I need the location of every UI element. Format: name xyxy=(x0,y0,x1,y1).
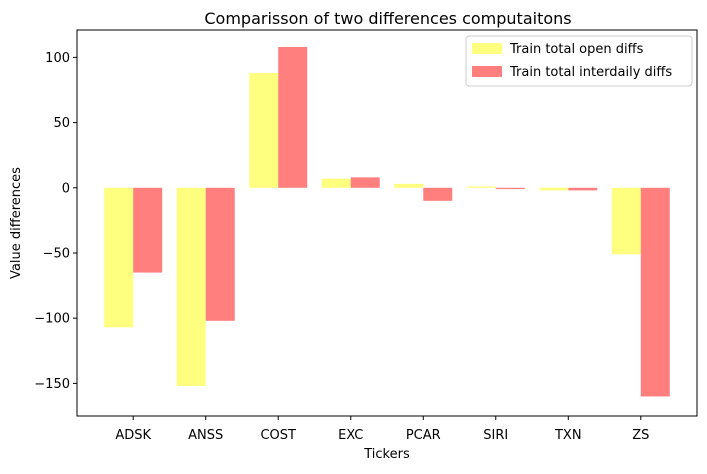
bar-adsk-series-1 xyxy=(104,187,134,328)
bar-txn-series-1 xyxy=(539,187,569,191)
legend: Train total open diffs Train total inter… xyxy=(465,35,693,87)
y-tick-label: −50 xyxy=(43,246,70,261)
bar-adsk-series-2 xyxy=(133,187,163,273)
x-tick-label-pcar: PCAR xyxy=(406,428,441,443)
x-tick-label-exc: EXC xyxy=(338,428,363,443)
bar-cost-series-2 xyxy=(278,46,308,188)
bar-zs-series-2 xyxy=(640,187,670,397)
y-tick-label: 100 xyxy=(45,51,70,66)
x-tick-label-anss: ANSS xyxy=(188,428,223,443)
bar-exc-series-2 xyxy=(350,177,380,188)
y-tick-label: −150 xyxy=(34,377,70,392)
bar-pcar-series-1 xyxy=(394,183,424,188)
bar-cost-series-1 xyxy=(249,73,279,188)
legend-swatch-interdaily-diffs xyxy=(472,66,502,77)
y-axis-label: Value differences xyxy=(9,167,24,279)
x-tick-label-zs: ZS xyxy=(632,428,649,443)
bar-anss-series-1 xyxy=(176,187,206,387)
x-tick-label-siri: SIRI xyxy=(483,428,508,443)
chart-title: Comparisson of two differences computait… xyxy=(204,9,571,28)
bars-group xyxy=(104,46,670,397)
y-tick-label: 0 xyxy=(62,181,70,196)
x-axis: ADSK ANSS COST EXC PCAR SIRI TXN ZS xyxy=(115,416,649,443)
x-axis-label: Tickers xyxy=(363,447,410,462)
bar-anss-series-2 xyxy=(205,187,235,321)
x-tick-label-cost: COST xyxy=(260,428,296,443)
legend-swatch-open-diffs xyxy=(472,43,502,54)
plot-frame xyxy=(76,29,698,417)
legend-label-open-diffs: Train total open diffs xyxy=(509,42,644,57)
bar-siri-series-1 xyxy=(466,186,496,188)
bar-exc-series-1 xyxy=(321,178,351,188)
bar-siri-series-2 xyxy=(495,187,525,190)
y-tick-label: 50 xyxy=(53,116,70,131)
bar-txn-series-2 xyxy=(568,187,598,191)
x-tick-label-adsk: ADSK xyxy=(115,428,151,443)
y-tick-label: −100 xyxy=(34,312,70,327)
legend-label-interdaily-diffs: Train total interdaily diffs xyxy=(509,65,672,80)
bar-pcar-series-2 xyxy=(423,187,453,201)
bar-zs-series-1 xyxy=(611,187,641,255)
x-tick-label-txn: TXN xyxy=(554,428,582,443)
y-axis: −150 −100 −50 0 50 100 xyxy=(34,51,77,392)
legend-box xyxy=(465,35,693,87)
